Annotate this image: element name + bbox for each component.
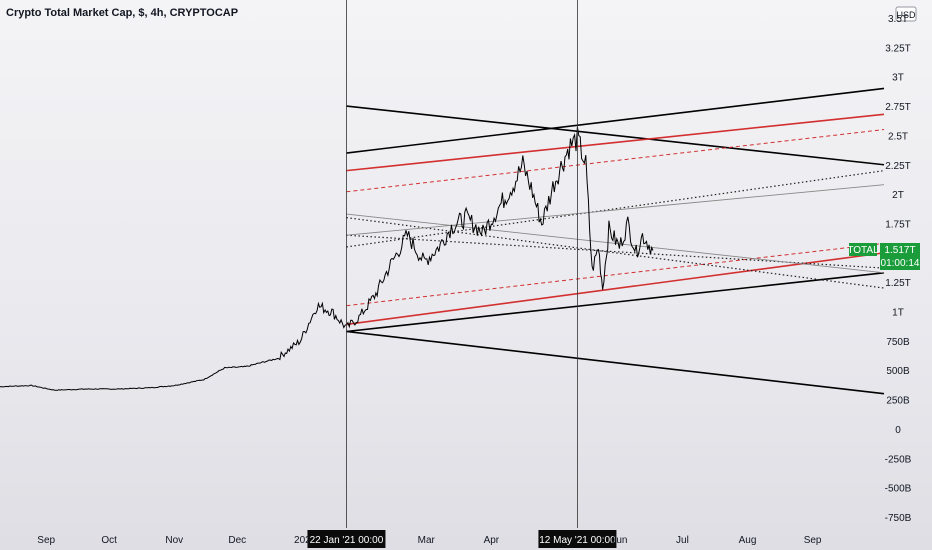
usd-button-label[interactable]: USD — [896, 10, 916, 20]
y-tick-label: 3T — [892, 73, 904, 84]
x-tick-label: 202 — [294, 535, 311, 546]
price-line — [0, 126, 654, 391]
symbol-tag-bg — [849, 243, 877, 256]
x-tick-label: Sep — [804, 535, 822, 546]
y-tick-label: 750B — [886, 337, 910, 348]
vertical-marker-label-bg — [538, 530, 617, 548]
chart-title: Crypto Total Market Cap, $, 4h, CRYPTOCA… — [6, 7, 238, 19]
y-tick-label: -250B — [885, 454, 912, 465]
y-tick-label: -750B — [885, 513, 912, 524]
y-tick-label: 2.5T — [888, 131, 908, 142]
trend-line-8 — [346, 170, 885, 248]
price-countdown: 01:00:14 — [881, 258, 920, 269]
trend-line-11 — [346, 184, 885, 236]
y-tick-label: 2.75T — [885, 102, 911, 113]
trend-line-1 — [346, 87, 885, 154]
vertical-marker-label: 12 May '21 00:00 — [539, 535, 616, 546]
y-tick-label: 500B — [886, 366, 910, 377]
x-tick-label: Oct — [101, 535, 117, 546]
usd-button-box[interactable] — [895, 6, 917, 22]
price-tag-bg — [880, 243, 920, 270]
vertical-markers: 22 Jan '21 00:00 12 May '21 00:00 — [307, 0, 617, 548]
y-tick-label: 0 — [895, 425, 901, 436]
x-tick-label: Mar — [418, 535, 436, 546]
price-series — [0, 126, 654, 391]
trend-line-0 — [346, 105, 885, 166]
x-tick-label: Jun — [611, 535, 627, 546]
x-tick-label: Nov — [165, 535, 183, 546]
vertical-marker-label: 22 Jan '21 00:00 — [310, 535, 384, 546]
trend-line-5 — [346, 129, 885, 193]
x-axis: Sep Oct Nov Dec 202 Mar Apr Jun Jul Aug Sep — [37, 535, 822, 546]
x-tick-label: Aug — [739, 535, 757, 546]
y-tick-label: 1.75T — [885, 219, 911, 230]
y-tick-label: 250B — [886, 396, 910, 407]
y-tick-label: 1.25T — [885, 278, 911, 289]
trend-line-9 — [346, 217, 885, 289]
y-tick-label: 3.25T — [885, 43, 911, 54]
x-tick-label: Dec — [228, 535, 246, 546]
y-axis: 3.5T 3.25T 3T 2.75T 2.5T 2.25T 2T 1.75T 1.25T 1T 7… — [885, 14, 912, 524]
usd-button[interactable]: USD — [895, 6, 917, 22]
y-tick-label: 1T — [892, 308, 904, 319]
y-tick-label: -500B — [885, 484, 912, 495]
y-tick-label: 3.5T — [888, 14, 908, 25]
price-value: 1.517T — [884, 245, 915, 256]
trend-line-2 — [346, 271, 885, 333]
trend-line-3 — [346, 330, 885, 395]
trend-line-6 — [346, 252, 885, 326]
price-tag: TOTAL 1.517T 01:00:14 — [847, 243, 920, 270]
x-tick-label: Jul — [676, 535, 689, 546]
vertical-marker-label-bg — [307, 530, 386, 548]
x-tick-label: Sep — [37, 535, 55, 546]
x-tick-label: Apr — [484, 535, 500, 546]
symbol-tag: TOTAL — [847, 245, 879, 256]
trend-line-7 — [346, 242, 885, 307]
y-tick-label: 2T — [892, 190, 904, 201]
trend-line-4 — [346, 113, 885, 172]
y-tick-label: 2.25T — [885, 161, 911, 172]
